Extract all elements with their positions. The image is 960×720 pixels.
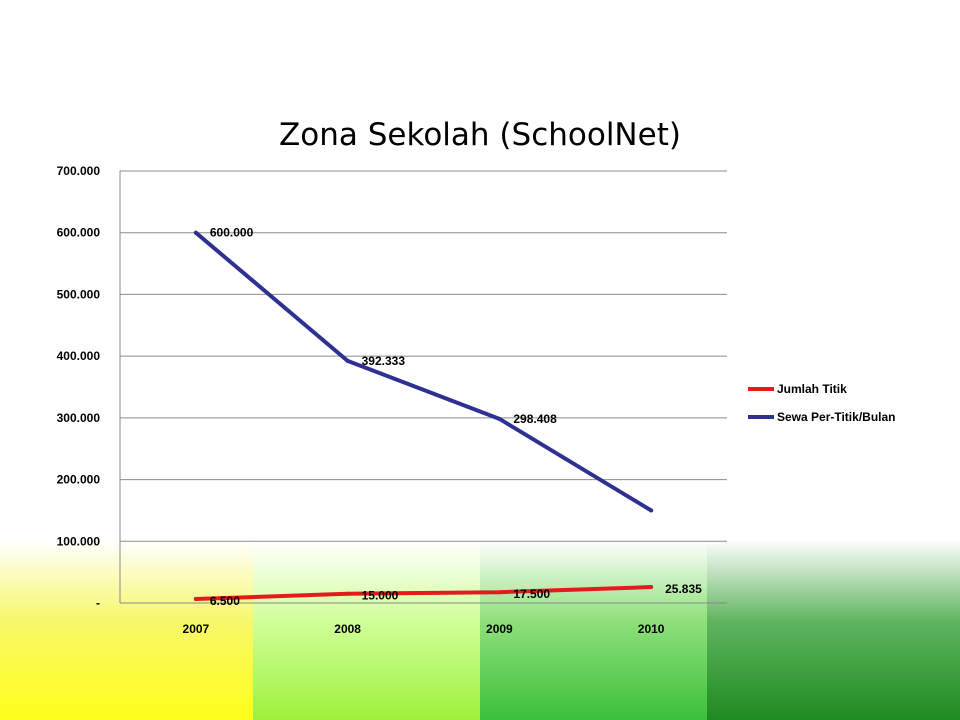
y-tick-label: 400.000 xyxy=(57,349,101,363)
x-tick-label: 2010 xyxy=(638,622,665,636)
data-label: 600.000 xyxy=(210,226,254,240)
legend: Jumlah Titik Sewa Per-Titik/Bulan xyxy=(748,382,895,424)
y-tick-label: 300.000 xyxy=(57,411,101,425)
y-tick-label: 600.000 xyxy=(57,226,101,240)
background-band-yellow xyxy=(0,540,253,720)
data-point xyxy=(193,596,198,601)
data-label: 392.333 xyxy=(362,354,406,368)
series-lines xyxy=(193,230,654,601)
series-line-2 xyxy=(193,230,654,513)
chart-title: Zona Sekolah (SchoolNet) xyxy=(279,117,681,153)
y-tick-label: - xyxy=(96,596,100,610)
data-point xyxy=(649,508,654,513)
y-tick-labels: - 100.000 200.000 300.000 400.000 500.000 600.… xyxy=(57,164,101,610)
x-tick-labels: 2007 2008 2009 2010 xyxy=(183,622,665,636)
background-band-lightgreen xyxy=(253,540,480,720)
y-tick-label: 500.000 xyxy=(57,287,101,301)
data-point xyxy=(193,230,198,235)
series-line-1 xyxy=(193,585,654,601)
data-point xyxy=(345,358,350,363)
background-band-darkgreen xyxy=(707,540,960,720)
data-label: 298.408 xyxy=(513,412,557,426)
data-labels: 6.500 15.000 17.500 25.835 600.000 392.333 298… xyxy=(210,226,702,608)
data-label: 25.835 xyxy=(665,582,702,596)
x-tick-label: 2009 xyxy=(486,622,513,636)
gridlines xyxy=(120,170,727,542)
background-band-green xyxy=(480,540,707,720)
legend-entry: Sewa Per-Titik/Bulan xyxy=(777,410,895,424)
y-tick-label: 700.000 xyxy=(57,164,101,178)
data-point xyxy=(345,591,350,596)
x-tick-label: 2007 xyxy=(183,622,210,636)
y-tick-label: 200.000 xyxy=(57,473,101,487)
x-tick-label: 2008 xyxy=(334,622,361,636)
y-tick-label: 100.000 xyxy=(57,534,101,548)
legend-entry: Jumlah Titik xyxy=(777,382,847,396)
data-label: 17.500 xyxy=(513,587,550,601)
data-label: 15.000 xyxy=(362,589,399,603)
data-label: 6.500 xyxy=(210,594,240,608)
data-point xyxy=(649,585,654,590)
data-point xyxy=(497,416,502,421)
data-point xyxy=(497,590,502,595)
